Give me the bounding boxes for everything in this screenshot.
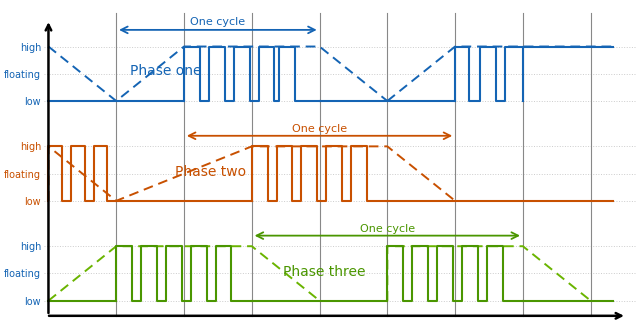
Text: Phase three: Phase three [284, 265, 366, 279]
Text: Phase two: Phase two [175, 165, 246, 179]
Text: Phase one: Phase one [130, 64, 202, 78]
Text: One cycle: One cycle [360, 224, 415, 234]
Text: One cycle: One cycle [292, 124, 347, 134]
Text: One cycle: One cycle [190, 17, 246, 27]
